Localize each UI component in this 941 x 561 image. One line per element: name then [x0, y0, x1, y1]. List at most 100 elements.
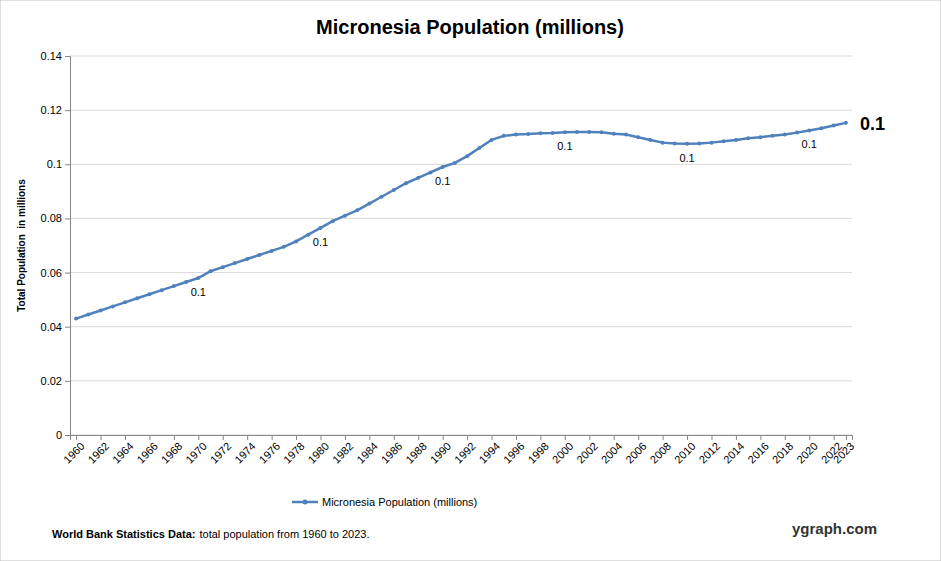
source-text: total population from 1960 to 2023.: [199, 528, 369, 540]
x-tick: 2006: [623, 435, 649, 466]
data-labels: 0.10.10.10.10.10.10.1: [191, 114, 885, 298]
point-marker: [380, 195, 384, 199]
point-marker: [624, 133, 628, 137]
y-tick-label: 0.02: [41, 375, 62, 387]
x-tick: 1998: [525, 435, 551, 466]
x-tick-label: 1992: [452, 440, 478, 466]
x-tick-mark: [565, 435, 566, 440]
x-axis: 1960196219641966196819701972197419761978…: [61, 435, 857, 466]
y-tick-label: 0: [56, 429, 62, 441]
point-marker: [367, 202, 371, 206]
x-tick-label: 2016: [745, 440, 771, 466]
x-tick-mark: [223, 435, 224, 440]
point-marker: [294, 239, 298, 243]
x-tick: 2008: [647, 435, 673, 466]
x-tick-label: 2008: [647, 440, 673, 466]
point-marker: [697, 141, 701, 145]
grid-line: [70, 218, 852, 219]
x-tick-mark: [418, 435, 419, 440]
grid-line: [70, 110, 852, 111]
data-label: 0.1: [802, 138, 817, 150]
y-tick: 0.14: [41, 50, 70, 62]
legend: Micronesia Population (millions): [292, 496, 477, 508]
x-tick-label: 2020: [794, 440, 820, 466]
point-marker: [575, 130, 579, 134]
point-marker: [673, 141, 677, 145]
x-tick: 2004: [599, 435, 625, 466]
point-marker: [86, 313, 90, 317]
x-tick-label: 1990: [428, 440, 454, 466]
data-label: 0.1: [679, 152, 694, 164]
x-tick-mark: [687, 435, 688, 440]
x-tick-mark: [272, 435, 273, 440]
y-tick-mark: [65, 435, 70, 436]
grid-line: [70, 326, 852, 327]
watermark: ygraph.com: [792, 520, 877, 537]
grid: [70, 56, 852, 435]
data-label: 0.1: [860, 114, 885, 134]
point-marker: [306, 233, 310, 237]
point-marker: [661, 141, 665, 145]
y-tick-mark: [65, 164, 70, 165]
point-marker: [404, 181, 408, 185]
point-marker: [807, 128, 811, 132]
chart: Micronesia Population (millions) 0 0.02 0.0…: [0, 0, 941, 561]
data-label: 0.1: [435, 175, 450, 187]
x-tick-mark: [846, 435, 847, 440]
x-tick-label: 2002: [574, 440, 600, 466]
y-tick-mark: [65, 327, 70, 328]
y-tick: 0.06: [41, 267, 70, 279]
x-tick-mark: [247, 435, 248, 440]
y-tick: 0.08: [41, 212, 70, 224]
point-marker: [123, 300, 127, 304]
point-marker: [771, 134, 775, 138]
point-marker: [563, 130, 567, 134]
point-marker: [819, 126, 823, 130]
point-marker: [758, 135, 762, 139]
y-tick-label: 0.12: [41, 104, 62, 116]
x-tick-label: 1964: [110, 440, 136, 466]
y-tick-mark: [65, 218, 70, 219]
point-marker: [453, 161, 457, 165]
point-marker: [514, 133, 518, 137]
point-marker: [282, 245, 286, 249]
grid-line: [70, 272, 852, 273]
point-marker: [160, 288, 164, 292]
point-marker: [465, 154, 469, 158]
point-marker: [490, 138, 494, 142]
x-tick: 1984: [354, 435, 380, 466]
x-tick: 1980: [305, 435, 331, 466]
x-tick: 1978: [281, 435, 307, 466]
point-marker: [832, 124, 836, 128]
point-marker: [795, 131, 799, 135]
point-marker: [245, 257, 249, 261]
x-tick-mark: [614, 435, 615, 440]
grid-line: [70, 56, 852, 57]
x-tick: 1994: [476, 435, 502, 466]
point-marker: [209, 269, 213, 273]
x-tick: 2000: [550, 435, 576, 466]
y-tick-label: 0.06: [41, 267, 62, 279]
point-marker: [270, 249, 274, 253]
data-label: 0.1: [313, 236, 328, 248]
title: Micronesia Population (millions): [316, 16, 624, 38]
point-marker: [74, 317, 78, 321]
point-marker: [722, 139, 726, 143]
point-marker: [428, 170, 432, 174]
y-tick-label: 0.14: [41, 50, 62, 62]
y-tick: 0.12: [41, 104, 70, 116]
x-tick: 1964: [110, 435, 136, 466]
point-marker: [172, 284, 176, 288]
y-tick: 0.02: [41, 375, 70, 387]
y-tick-label: 0.04: [41, 321, 62, 333]
point-marker: [392, 188, 396, 192]
x-tick-mark: [492, 435, 493, 440]
legend-marker: [303, 500, 308, 505]
y-tick-mark: [65, 273, 70, 274]
point-marker: [746, 136, 750, 140]
x-tick-mark: [369, 435, 370, 440]
y-axis: 00.020.040.060.080.10.120.14: [41, 50, 71, 441]
x-tick-label: 2004: [599, 440, 625, 466]
x-tick-label: 1970: [183, 440, 209, 466]
x-tick-label: 2014: [721, 440, 747, 466]
